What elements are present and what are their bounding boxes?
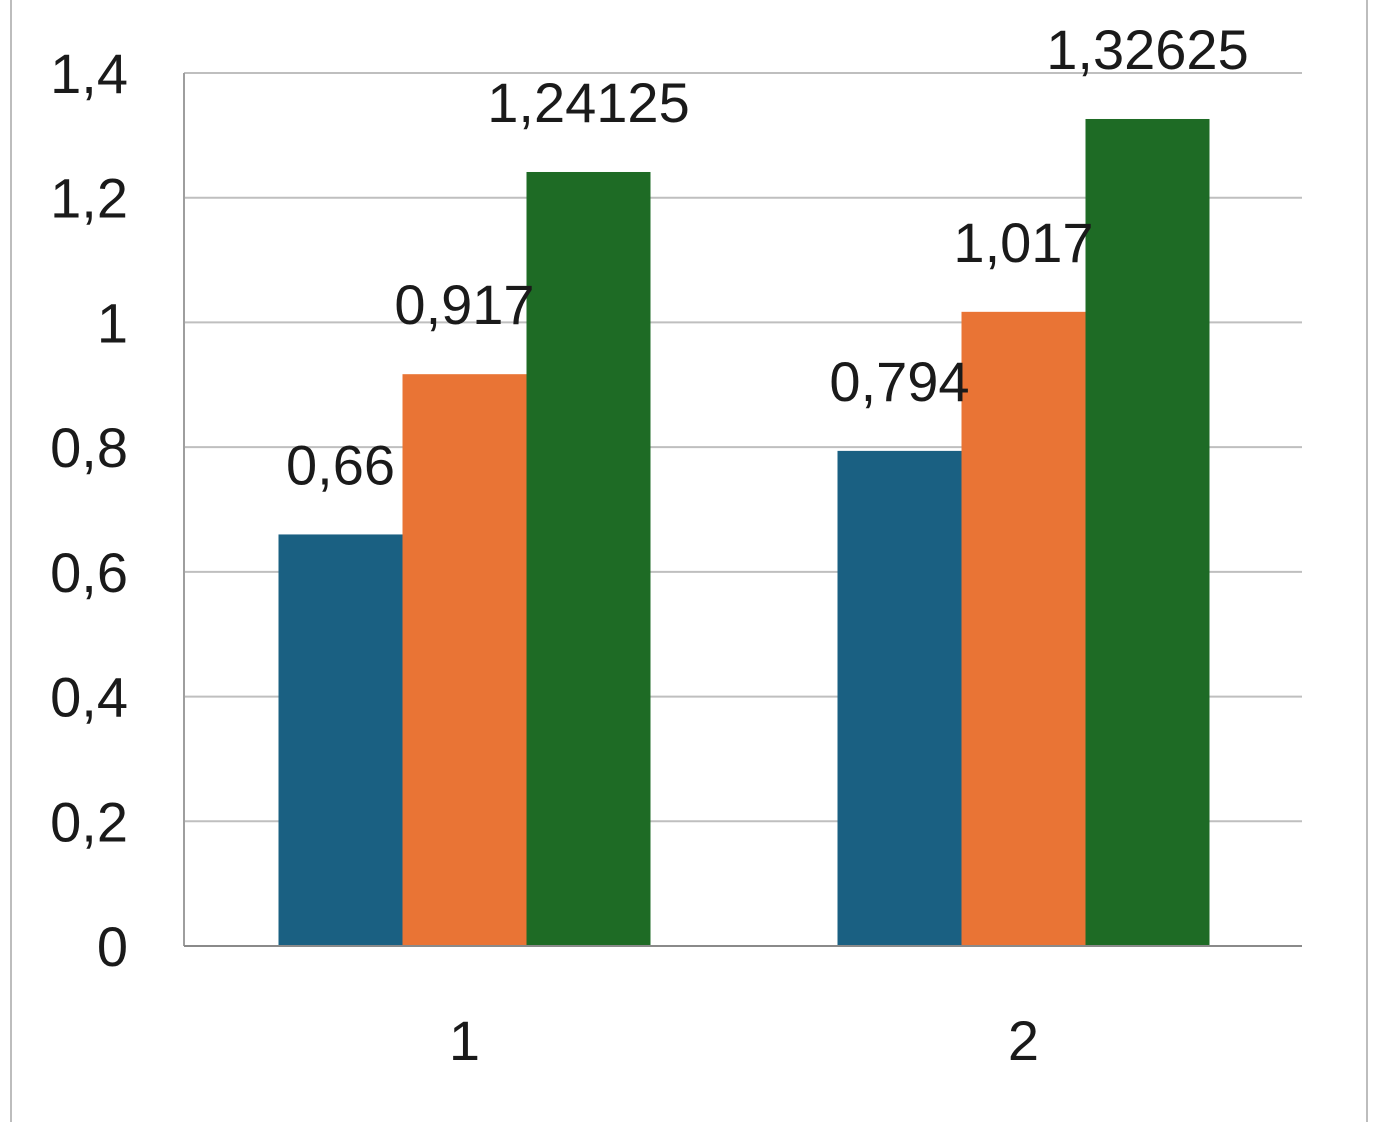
y-tick-label: 0,6: [50, 541, 128, 604]
y-tick-label: 0,8: [50, 416, 128, 479]
bar-1-cat-2: [837, 450, 962, 946]
bar-3-cat-1: [526, 171, 651, 947]
bar-2-cat-2: [961, 311, 1086, 946]
data-label: 1,32625: [1046, 18, 1248, 81]
y-tick-label: 0,4: [50, 666, 128, 729]
x-category-label: 2: [1008, 1009, 1039, 1072]
data-label: 0,794: [829, 350, 969, 413]
axes: [183, 73, 1302, 947]
data-label: 0,917: [394, 273, 534, 336]
bar-3-cat-2: [1085, 118, 1210, 946]
y-tick-labels: 0 0,2 0,4 0,6 0,8 1 1,2 1,4: [50, 42, 128, 978]
data-label: 0,66: [286, 433, 395, 496]
y-tick-label: 1,4: [50, 42, 128, 105]
y-tick-label: 0: [97, 915, 128, 978]
x-category-label: 1: [449, 1009, 480, 1072]
frame-border-right: [1366, 0, 1368, 1122]
frame-border-left: [10, 0, 12, 1122]
data-label: 1,24125: [487, 71, 689, 134]
bar-1-cat-1: [278, 534, 403, 946]
data-labels: 0,66 0,917 1,24125 0,794 1,017 1,32625: [286, 18, 1249, 496]
data-label: 1,017: [953, 211, 1093, 274]
bar-2-cat-1: [402, 374, 527, 946]
y-tick-label: 1,2: [50, 167, 128, 230]
y-tick-label: 1: [97, 291, 128, 354]
y-tick-label: 0,2: [50, 790, 128, 853]
bars: [278, 118, 1210, 947]
